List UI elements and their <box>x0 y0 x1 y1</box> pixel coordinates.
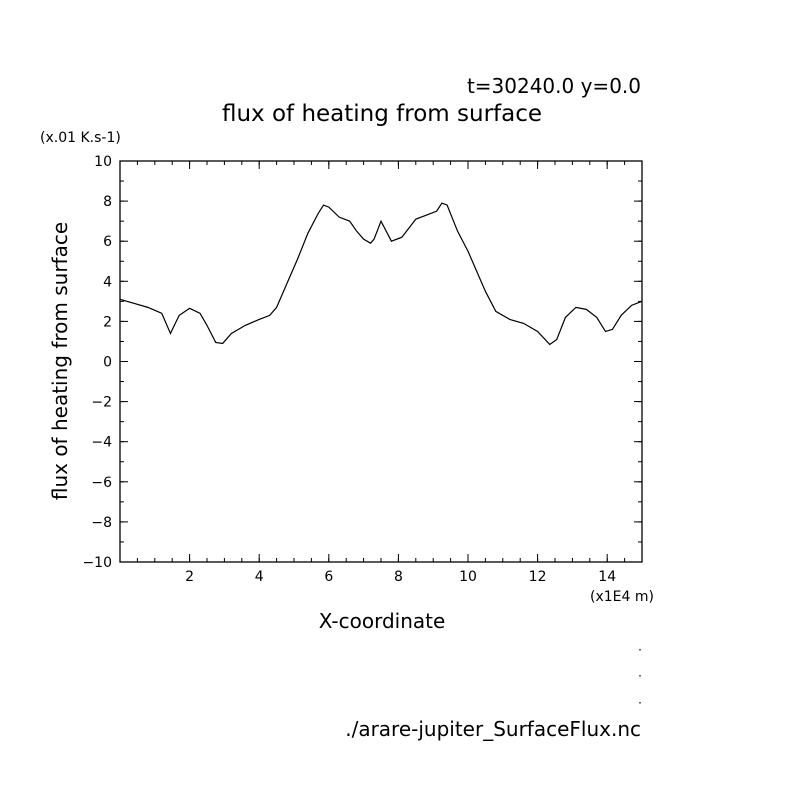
x-axis-label: X-coordinate <box>319 609 446 633</box>
y-tick-label: −10 <box>82 555 112 571</box>
time-label: t=30240.0 y=0.0 <box>467 74 641 98</box>
corner-mark-3: ˙ <box>637 701 644 717</box>
axis-ticks <box>120 160 642 563</box>
y-tick-label: −4 <box>91 435 112 451</box>
y-unit-label: (x.01 K.s-1) <box>40 130 121 146</box>
y-tick-label: −2 <box>91 395 112 411</box>
x-tick-label: 6 <box>324 569 333 585</box>
y-tick-label: 4 <box>103 274 112 290</box>
corner-mark-1: ˙ <box>637 648 644 664</box>
y-tick-label: 10 <box>94 154 112 170</box>
y-tick-label: 2 <box>103 314 112 330</box>
x-unit-label: (x1E4 m) <box>590 589 654 605</box>
file-label: ./arare-jupiter_SurfaceFlux.nc <box>345 717 641 741</box>
chart-title: flux of heating from surface <box>222 101 542 127</box>
axis-tick-labels: 2 4 6 8 10 12 14 −10 −8 −6 −4 −2 0 2 4 6 8 10 <box>82 154 616 585</box>
y-axis-label: flux of heating from surface <box>48 222 72 500</box>
series-line-surface-flux <box>119 202 643 346</box>
x-tick-label: 12 <box>529 569 547 585</box>
x-tick-label: 8 <box>394 569 403 585</box>
x-tick-label: 2 <box>185 569 194 585</box>
y-tick-label: −6 <box>91 475 112 491</box>
y-tick-label: −8 <box>91 515 112 531</box>
x-tick-label: 4 <box>255 569 264 585</box>
corner-mark-2: ˙ <box>637 674 644 690</box>
x-tick-label: 10 <box>459 569 477 585</box>
y-tick-label: 8 <box>103 194 112 210</box>
y-tick-label: 6 <box>103 234 112 250</box>
x-tick-label: 14 <box>598 569 616 585</box>
y-tick-label: 0 <box>103 355 112 371</box>
